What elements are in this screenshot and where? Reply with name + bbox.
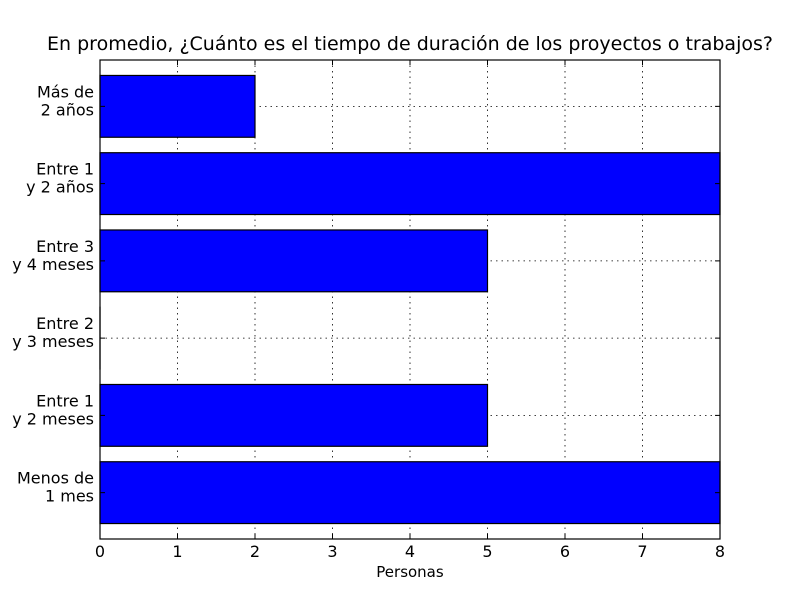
x-tick-label: 5 xyxy=(482,542,492,561)
x-tick-label: 6 xyxy=(560,542,570,561)
y-tick-label-line: 2 años xyxy=(41,100,94,119)
y-tick-label-line: Menos de xyxy=(17,469,94,488)
bar xyxy=(99,461,721,525)
y-tick-label-line: y 2 años xyxy=(26,178,94,197)
x-tick-label: 8 xyxy=(715,542,725,561)
bars xyxy=(99,74,721,525)
x-tick-label: 1 xyxy=(172,542,182,561)
x-tick-label: 7 xyxy=(637,542,647,561)
y-tick-label-line: y 4 meses xyxy=(12,255,94,274)
x-tick-label: 4 xyxy=(405,542,415,561)
y-tick-label-line: Entre 1 xyxy=(36,391,94,410)
x-tick-label: 2 xyxy=(250,542,260,561)
y-tick-label-line: Entre 2 xyxy=(36,314,94,333)
x-tick-labels: 0 1 2 3 4 5 6 7 8 xyxy=(95,542,725,561)
y-tick-label: Menos de 1 mes xyxy=(17,469,94,506)
x-tick-label: 3 xyxy=(327,542,337,561)
y-tick-label: Más de 2 años xyxy=(37,82,94,119)
axis-ticks xyxy=(99,60,721,539)
y-tick-label-line: Entre 1 xyxy=(36,160,94,179)
bar xyxy=(99,74,256,138)
bar xyxy=(99,152,721,216)
y-tick-label-line: 1 mes xyxy=(45,487,94,506)
y-tick-label-line: Entre 3 xyxy=(36,237,94,256)
y-tick-label-line: y 3 meses xyxy=(12,332,94,351)
bar xyxy=(99,383,489,447)
y-tick-label-line: Más de xyxy=(37,82,94,101)
x-axis-label: Personas xyxy=(376,563,444,581)
y-tick-label-line: y 2 meses xyxy=(12,409,94,428)
bar xyxy=(99,229,489,293)
chart-title: En promedio, ¿Cuánto es el tiempo de dur… xyxy=(47,33,773,55)
x-tick-label: 0 xyxy=(95,542,105,561)
